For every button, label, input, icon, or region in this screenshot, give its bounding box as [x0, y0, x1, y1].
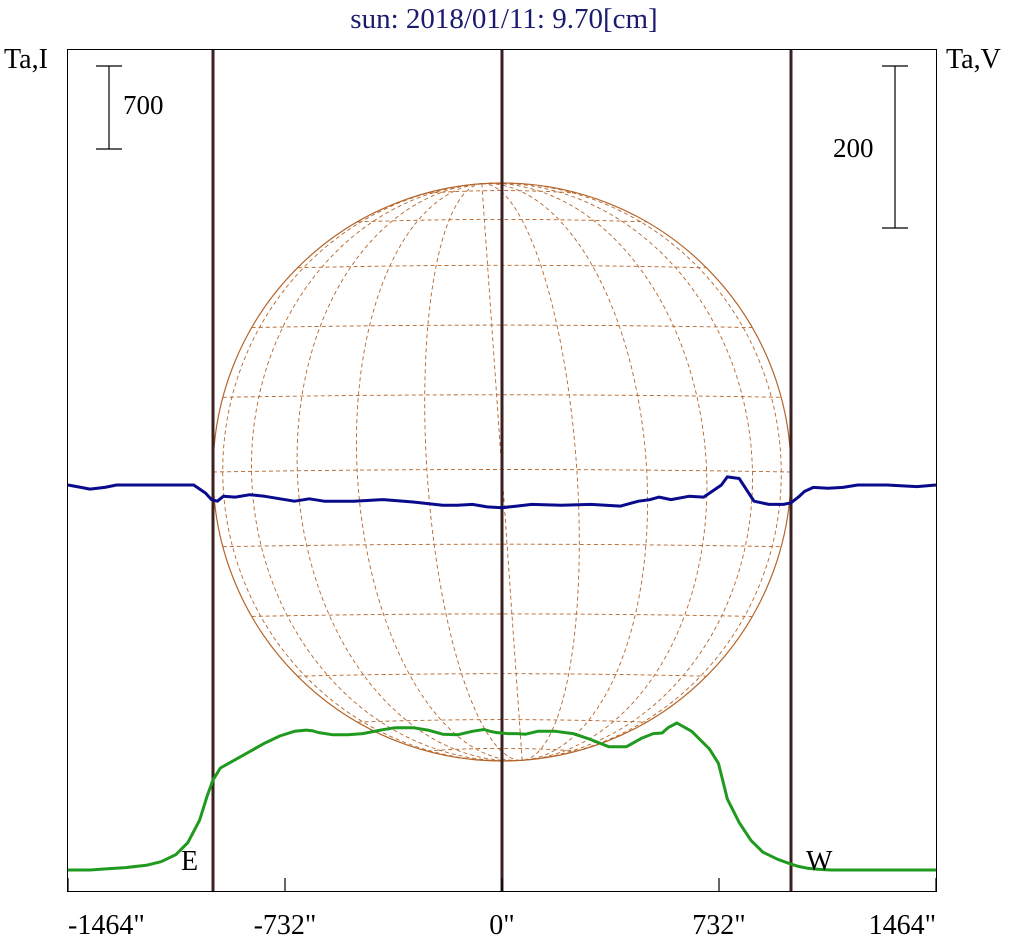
- scale-bar-right: 200: [833, 65, 908, 229]
- y-axis-label-right: Ta,V: [946, 44, 1001, 75]
- disk-parallel: [357, 719, 647, 723]
- x-axis-ticks: -1464" -732" 0" 732" 1464": [67, 878, 937, 941]
- disk-parallel: [427, 190, 577, 194]
- x-tick-label: 1464": [869, 910, 936, 941]
- disk-meridian: [481, 182, 753, 761]
- disk-meridian: [424, 183, 523, 761]
- disk-meridian: [222, 183, 523, 762]
- disk-meridian: [251, 183, 523, 762]
- disk-meridian: [296, 183, 523, 762]
- scale-bar-left: 700: [96, 65, 164, 150]
- x-tick-label: 0": [489, 910, 514, 941]
- x-tick-label: -1464": [68, 910, 145, 941]
- y-axis-label-left: Ta,I: [4, 44, 48, 75]
- disk-parallel: [222, 543, 782, 548]
- chart-title: sun: 2018/01/11: 9.70[cm]: [350, 3, 657, 35]
- limb-label-west: W: [806, 846, 833, 877]
- disk-meridian: [356, 183, 523, 761]
- disk-meridian: [481, 182, 708, 761]
- series-line-polarization: [67, 475, 937, 510]
- scale-bar-right-label: 200: [833, 133, 874, 163]
- x-tick-label: -732": [254, 910, 317, 941]
- limb-label-east: E: [181, 846, 198, 877]
- scale-bar-left-label: 700: [123, 90, 164, 120]
- disk-meridian: [481, 183, 648, 761]
- disk-meridian: [481, 182, 782, 761]
- disk-meridian: [481, 183, 580, 761]
- disk-parallel: [357, 218, 647, 223]
- series-line-intensity: [68, 721, 936, 872]
- disk-parallel: [427, 747, 577, 752]
- x-tick-label: 732": [692, 910, 745, 941]
- disk-parallel: [222, 394, 782, 398]
- limb-lines: [211, 50, 793, 891]
- plot-frame: [67, 49, 937, 892]
